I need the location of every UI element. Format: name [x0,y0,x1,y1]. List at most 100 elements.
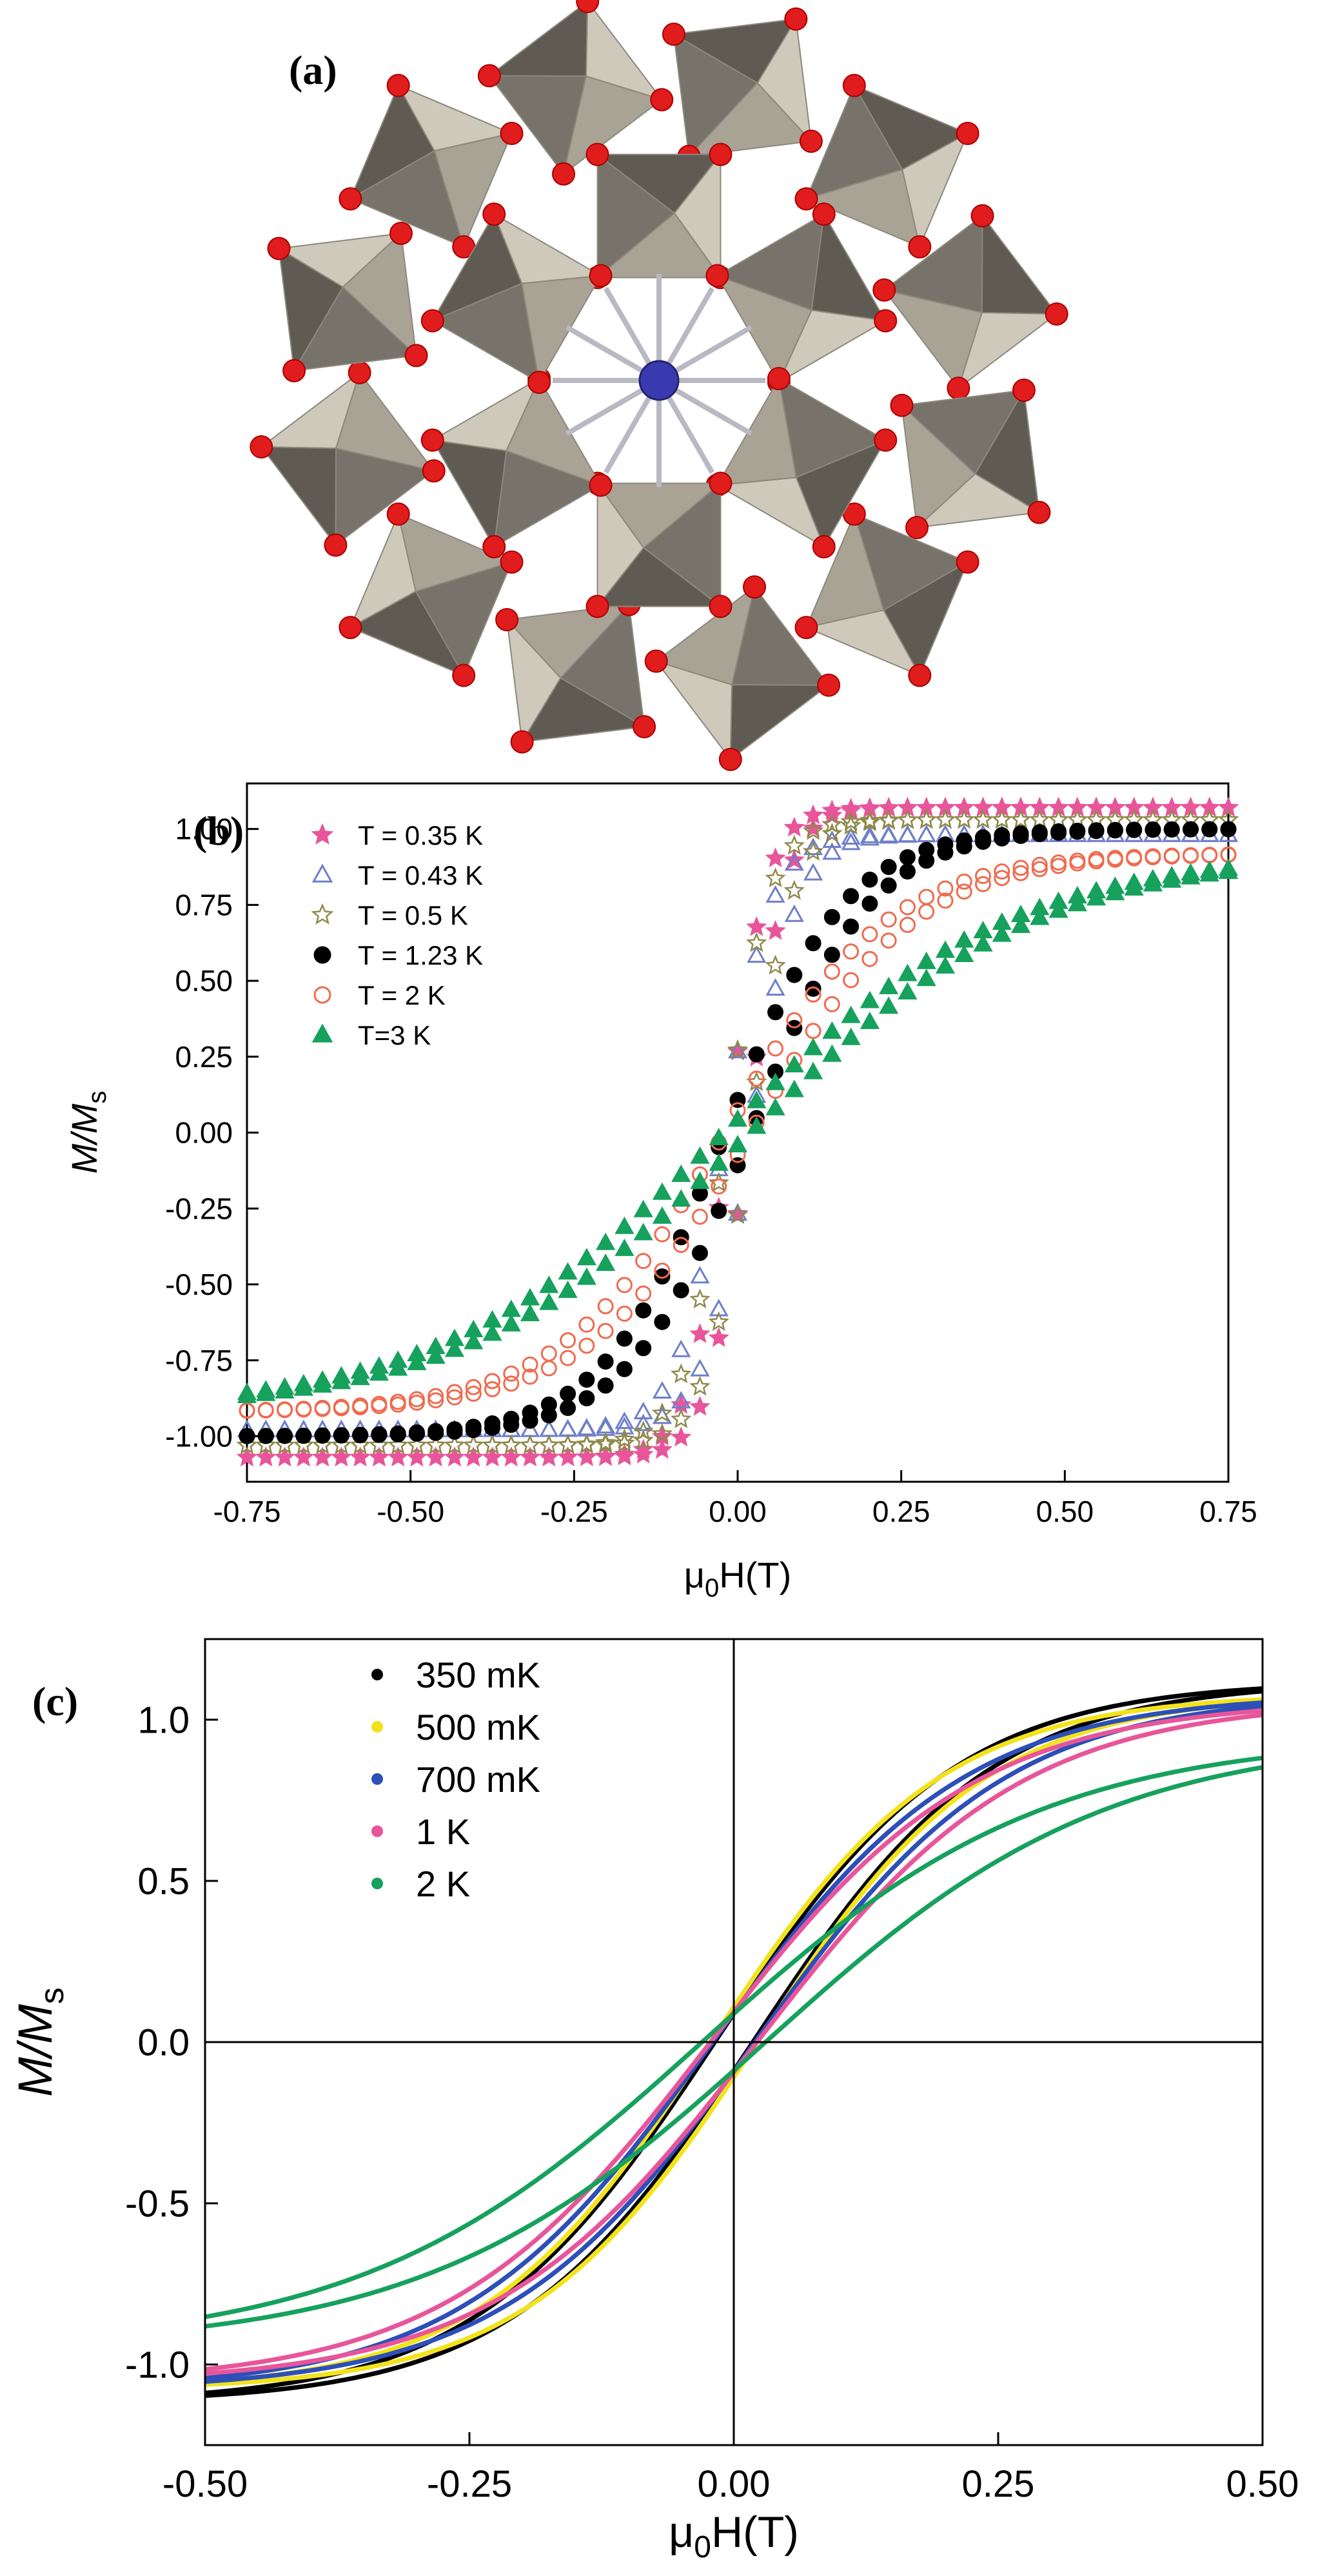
oxygen-atom [743,575,767,599]
oxygen-atom [324,533,348,557]
data-point [312,1375,333,1393]
data-point [654,1226,671,1243]
oxygen-atom [872,278,896,302]
oxygen-atom [705,264,729,288]
data-point [860,990,880,1008]
y-tick-label: 0.50 [175,964,233,998]
data-point [1182,847,1199,864]
data-point [1162,870,1182,888]
oxygen-atom [956,121,979,145]
data-point [840,811,861,831]
data-point [860,828,880,846]
oxygen-atom [420,428,444,452]
oxygen-atom [339,187,362,211]
data-point [805,986,821,1003]
data-point [616,1330,633,1347]
data-point [1088,853,1105,870]
data-point [635,1340,652,1357]
outer-tetrahedron [339,502,524,687]
data-point [1031,856,1048,873]
data-point [1124,878,1144,896]
data-point [691,1244,708,1261]
data-point [500,1446,522,1467]
data-point [539,1292,559,1310]
data-point [748,1070,765,1087]
data-point [727,1204,749,1224]
data-point [503,1365,520,1382]
data-point [520,1303,540,1321]
panel-b-data-points [236,796,1239,1467]
data-point [557,1434,578,1455]
data-point [255,1434,277,1455]
oxygen-atom [767,367,791,391]
data-point [767,1004,784,1021]
data-point [994,830,1010,847]
data-point [689,1395,711,1416]
data-point [578,1316,595,1333]
data-point [406,1446,428,1467]
data-point [691,1208,708,1225]
data-point [673,1282,689,1299]
x-tick-label: -0.50 [162,2463,248,2505]
legend-marker [371,1773,383,1785]
legend-label: T = 0.5 K [358,900,468,930]
data-point [558,1419,578,1437]
y-tick-label: -0.5 [125,2183,190,2225]
data-point [1067,894,1087,912]
outer-tetrahedron [495,593,656,754]
data-point [747,945,767,963]
data-point [1145,849,1161,866]
legend-label: 1 K [416,1811,470,1852]
data-point [690,1359,710,1377]
data-point [746,916,767,936]
data-point [651,1423,673,1443]
oxygen-atom [386,502,410,526]
data-point [899,849,916,865]
data-point [671,1339,691,1357]
oxygen-atom [908,235,932,259]
data-point [597,1298,614,1315]
data-point [237,1386,257,1404]
oxygen-atom [794,616,818,640]
tetrahedron-face [596,547,723,607]
data-point [916,951,936,969]
data-point [484,1373,500,1390]
data-point [841,827,861,845]
data-point [823,996,840,1012]
oxygen-atom [500,121,524,145]
data-point [501,1299,521,1317]
panel-c-x-axis-label: μ0H(T) [669,2508,799,2564]
tetrahedron-face [349,590,466,677]
data-point [428,1424,444,1441]
oxygen-atom [477,64,501,88]
oxygen-atom [339,616,362,640]
data-point [935,956,956,974]
data-point [860,1011,880,1029]
data-point [388,1358,408,1376]
data-point [463,1434,484,1455]
data-point [765,1097,785,1116]
data-point [635,1302,652,1319]
data-point [236,1434,258,1455]
data-point [727,1040,749,1061]
data-point [1201,847,1218,863]
outer-tetrahedron [339,74,524,259]
data-point [673,1237,689,1254]
legend-label: 2 K [416,1863,470,1904]
data-point [484,1381,500,1397]
y-tick-label: 1.0 [137,1699,190,1741]
data-point [465,1385,482,1402]
inner-tetrahedron [585,143,733,290]
data-point [783,834,805,855]
data-point [1163,848,1180,865]
outer-tetrahedron [794,74,979,259]
data-point [615,1238,634,1256]
data-point [595,1433,616,1453]
data-point [560,1332,576,1349]
data-point [727,1135,748,1153]
oxygen-atom [890,393,914,417]
data-point [595,1431,616,1452]
data-point [1030,907,1050,925]
data-point [371,1398,388,1415]
data-point [954,945,974,963]
